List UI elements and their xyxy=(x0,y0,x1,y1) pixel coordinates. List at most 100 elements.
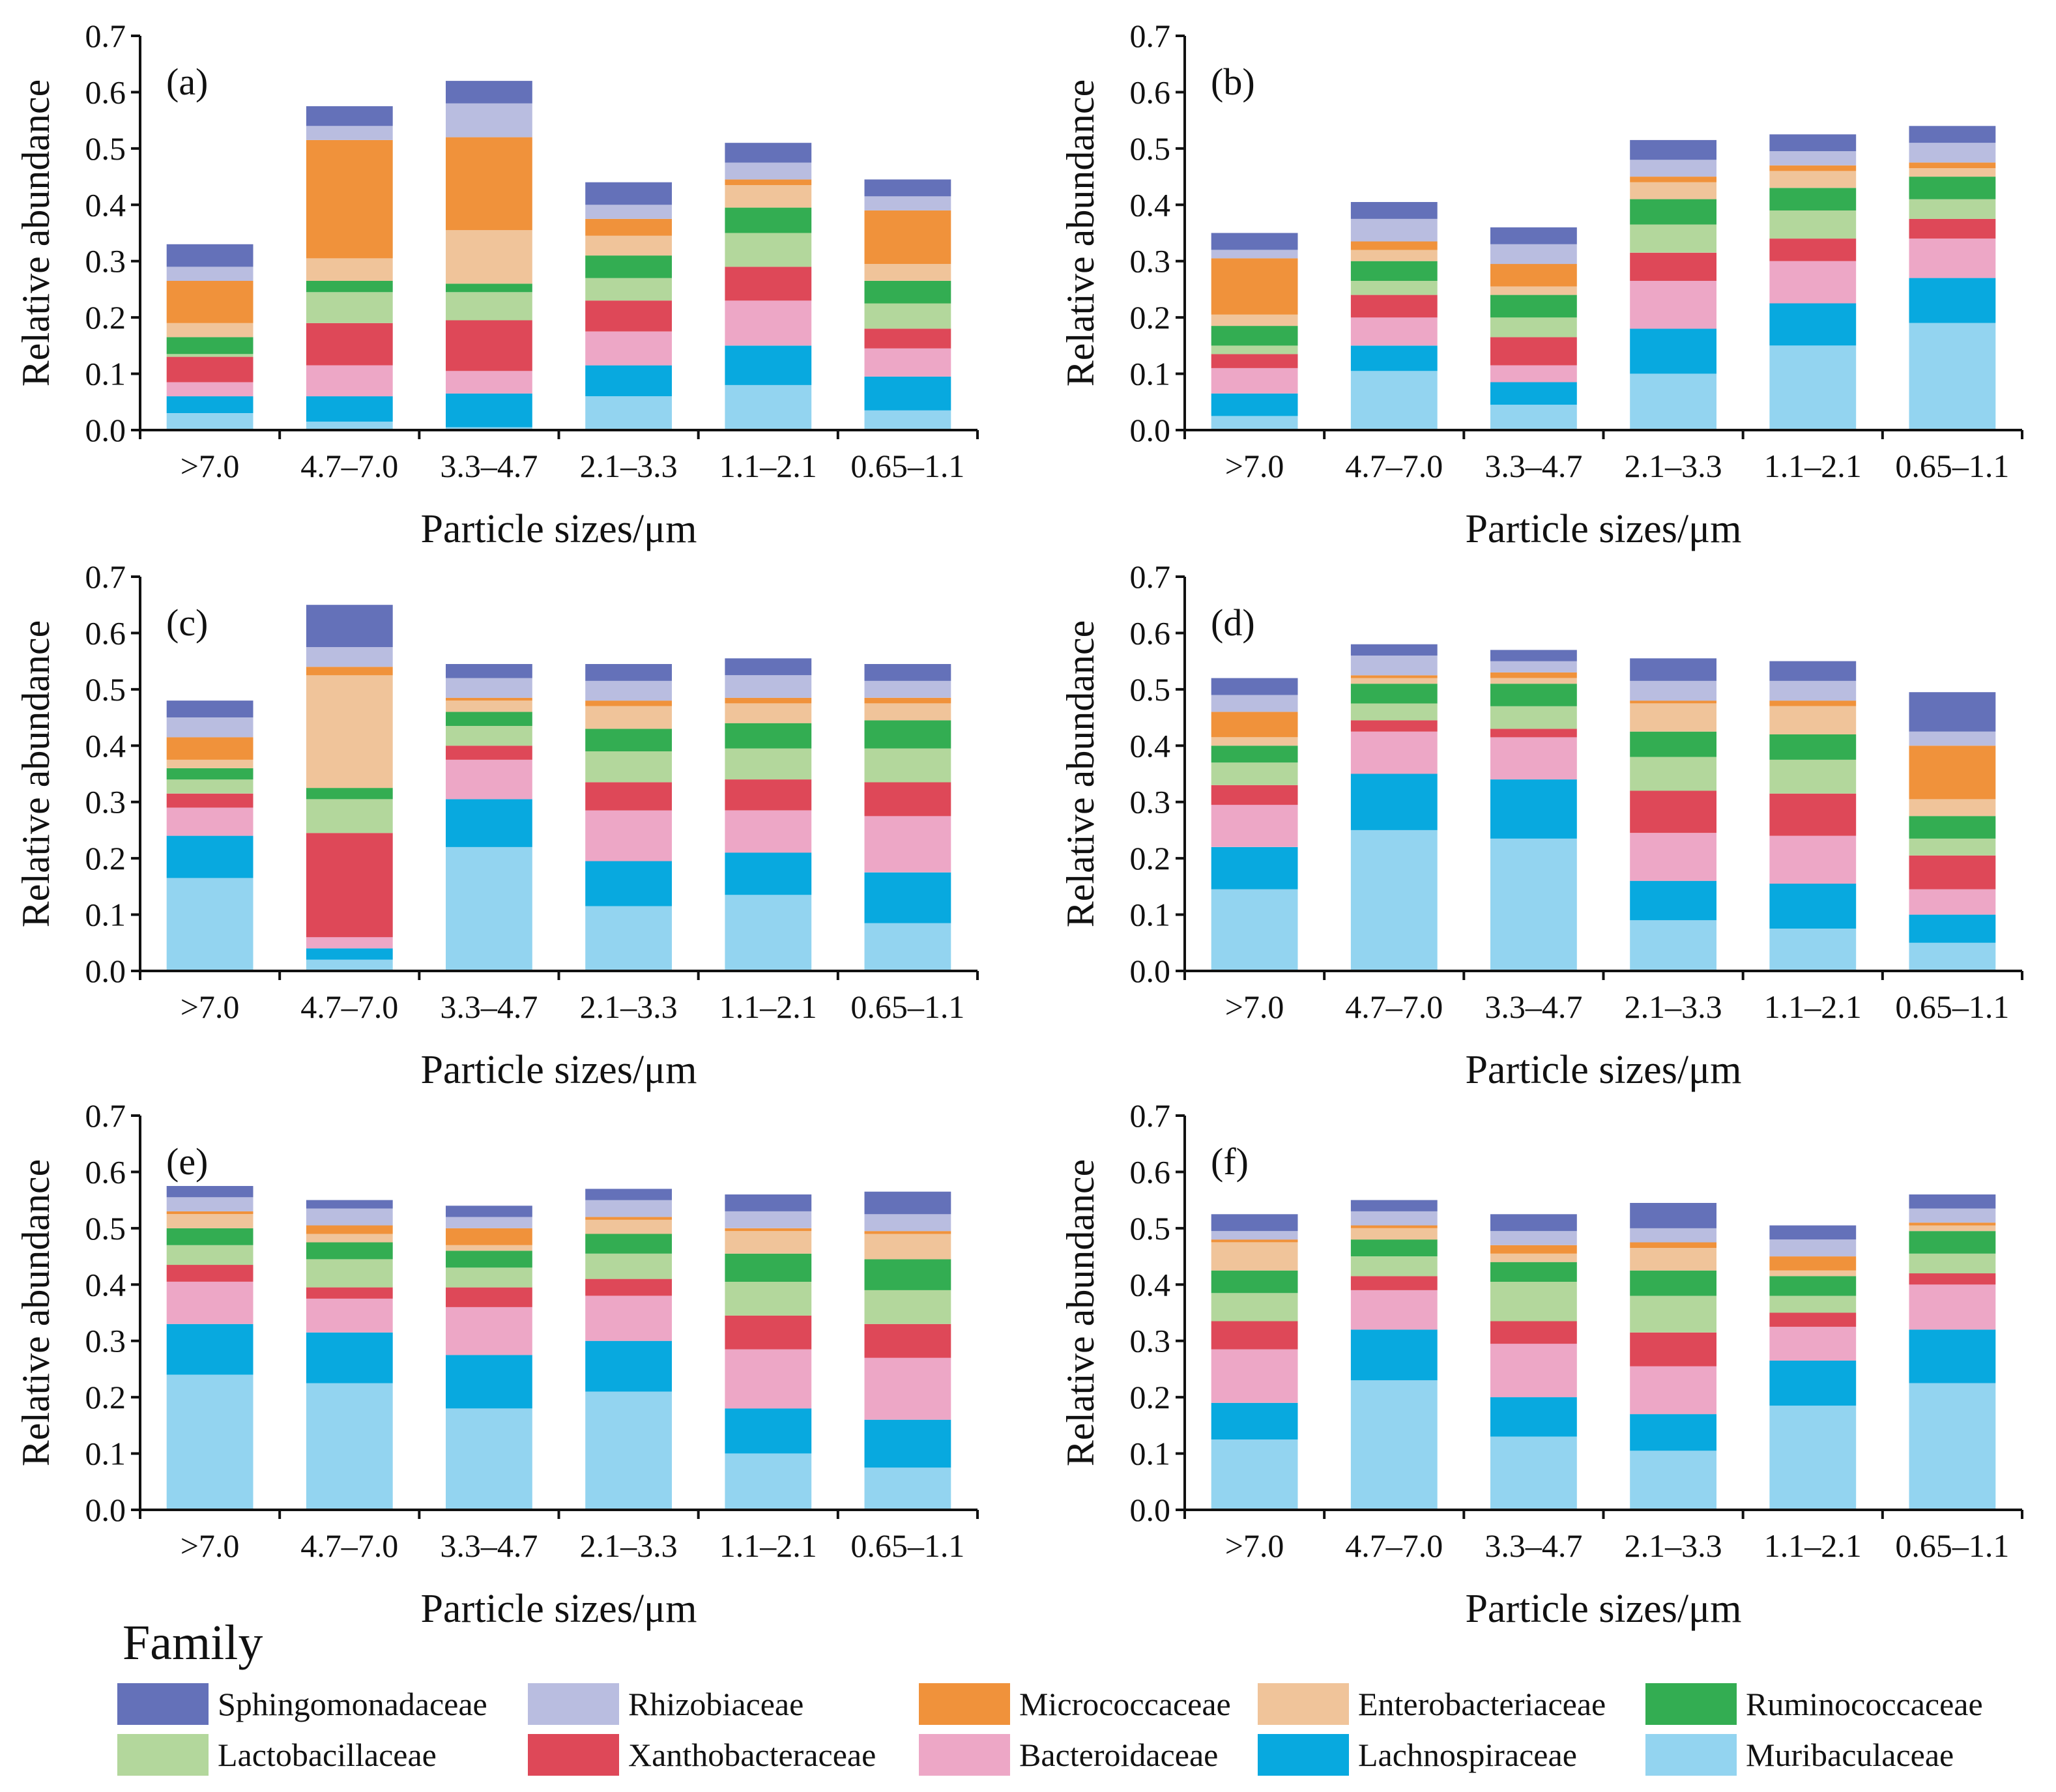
bar-segment-micrococcaceae-3 xyxy=(446,1228,532,1245)
bar-segment-bacteroidaceae-2 xyxy=(1350,1290,1438,1330)
legend-label: Sphingomonadaceae xyxy=(218,1686,487,1722)
bar-segment-xanthobacteraceae-5 xyxy=(1769,793,1857,836)
y-tick-label: 0.6 xyxy=(85,614,126,651)
chart-panel-3: 0.0 0.1 0.2 0.3 0.4 0.5 0.6 0.7 >7.0 4.7–7.0 3.3–4… xyxy=(14,558,979,1092)
bar-segment-ruminococcaceae-3 xyxy=(446,1250,532,1268)
bar-segment-bacteroidaceae-6 xyxy=(864,348,951,377)
bar-segment-rhizobiaceae-4 xyxy=(585,680,672,701)
bar-segment-micrococcaceae-2 xyxy=(306,139,393,259)
bar-segment-bacteroidaceae-4 xyxy=(1630,1366,1716,1415)
x-tick-label: 3.3–4.7 xyxy=(440,448,538,484)
bar-segment-micrococcaceae-3 xyxy=(1490,264,1577,287)
legend-label: Xanthobacteraceae xyxy=(628,1737,876,1773)
bar-segment-rhizobiaceae-6 xyxy=(1909,731,1996,746)
y-tick-label: 0.1 xyxy=(85,356,126,392)
bar-segment-muribaculaceae-2 xyxy=(306,959,393,971)
x-tick-label: 2.1–3.3 xyxy=(580,989,678,1025)
legend-item-micrococcaceae: Micrococcaceae xyxy=(919,1683,1231,1725)
bar-segment-sphingomonadaceae-4 xyxy=(585,182,672,205)
bar-segment-lactobacillaceae-1 xyxy=(1211,762,1298,785)
bar-segment-lachnospiraceae-5 xyxy=(1769,1361,1857,1406)
bar-segment-rhizobiaceae-2 xyxy=(1350,1211,1438,1226)
bar-segment-rhizobiaceae-3 xyxy=(446,678,532,698)
bar-segment-sphingomonadaceae-4 xyxy=(1630,658,1716,681)
bar-segment-micrococcaceae-1 xyxy=(1211,712,1298,738)
y-tick-label: 0.0 xyxy=(85,953,126,989)
legend-label: Bacteroidaceae xyxy=(1019,1737,1219,1773)
bar-segment-lactobacillaceae-2 xyxy=(306,292,393,323)
bar-segment-bacteroidaceae-1 xyxy=(1211,1349,1298,1403)
bar-segment-bacteroidaceae-6 xyxy=(1909,1284,1996,1330)
bar-segment-enterobacteriaceae-2 xyxy=(1350,678,1438,684)
y-tick-label: 0.0 xyxy=(85,412,126,448)
bar-segment-micrococcaceae-2 xyxy=(1350,241,1438,250)
bar-segment-micrococcaceae-1 xyxy=(166,737,253,760)
bar-segment-ruminococcaceae-1 xyxy=(166,768,253,780)
bar-segment-lactobacillaceae-5 xyxy=(1769,210,1857,239)
y-tick-label: 0.1 xyxy=(85,897,126,933)
legend-swatch xyxy=(919,1734,1010,1776)
bar-segment-muribaculaceae-6 xyxy=(864,1467,951,1510)
bar-segment-lachnospiraceae-1 xyxy=(166,396,253,413)
bar-segment-bacteroidaceae-2 xyxy=(1350,731,1438,774)
bar-segment-ruminococcaceae-6 xyxy=(1909,177,1996,199)
y-tick-label: 0.4 xyxy=(1130,727,1171,764)
y-axis-title: Relative abundance xyxy=(14,620,57,927)
bar-segment-micrococcaceae-6 xyxy=(1909,745,1996,800)
bar-segment-lactobacillaceae-3 xyxy=(1490,1282,1577,1322)
bar-segment-micrococcaceae-6 xyxy=(864,210,951,264)
bar-segment-micrococcaceae-5 xyxy=(1769,1256,1857,1271)
bar-segment-ruminococcaceae-5 xyxy=(725,723,812,749)
x-tick-label: 0.65–1.1 xyxy=(1895,1527,2009,1564)
bar-segment-lactobacillaceae-5 xyxy=(725,748,812,780)
bar-segment-lachnospiraceae-6 xyxy=(864,376,951,411)
bar-segment-micrococcaceae-3 xyxy=(1490,1245,1577,1254)
bar-segment-lactobacillaceae-4 xyxy=(1630,1295,1716,1333)
bar-segment-sphingomonadaceae-2 xyxy=(1350,202,1438,219)
chart-panel-5: 0.0 0.1 0.2 0.3 0.4 0.5 0.6 0.7 >7.0 4.7–7.0 3.3–4… xyxy=(14,1097,979,1631)
bar-segment-muribaculaceae-5 xyxy=(1769,345,1857,430)
bar-segment-bacteroidaceae-5 xyxy=(725,1349,812,1409)
bar-segment-muribaculaceae-3 xyxy=(446,1408,532,1510)
bar-segment-lachnospiraceae-5 xyxy=(725,1408,812,1454)
bar-segment-xanthobacteraceae-1 xyxy=(166,356,253,383)
bar-segment-rhizobiaceae-4 xyxy=(1630,160,1716,177)
bar-segment-ruminococcaceae-5 xyxy=(1769,1276,1857,1296)
x-axis-title: Particle sizes/μm xyxy=(1465,1587,1741,1631)
bar-segment-ruminococcaceae-3 xyxy=(1490,684,1577,706)
y-tick-label: 0.5 xyxy=(85,130,126,167)
bar-segment-rhizobiaceae-6 xyxy=(864,680,951,698)
bar-segment-lachnospiraceae-1 xyxy=(1211,1402,1298,1439)
bar-segment-sphingomonadaceae-5 xyxy=(1769,1225,1857,1240)
bar-segment-enterobacteriaceae-5 xyxy=(1769,1270,1857,1277)
bar-segment-lactobacillaceae-6 xyxy=(864,303,951,329)
bar-segment-rhizobiaceae-1 xyxy=(166,267,253,281)
bar-segment-ruminococcaceae-6 xyxy=(1909,816,1996,839)
bar-segment-muribaculaceae-1 xyxy=(1211,416,1298,430)
y-tick-label: 0.0 xyxy=(1130,953,1171,989)
bar-segment-micrococcaceae-5 xyxy=(725,179,812,185)
bar-segment-lachnospiraceae-3 xyxy=(446,799,532,847)
bar-segment-bacteroidaceae-1 xyxy=(1211,368,1298,394)
bar-segment-ruminococcaceae-6 xyxy=(864,1259,951,1290)
bar-segment-ruminococcaceae-1 xyxy=(1211,326,1298,346)
y-axis-title: Relative abundance xyxy=(14,1159,57,1466)
bar-segment-lactobacillaceae-5 xyxy=(725,233,812,267)
y-tick-label: 0.7 xyxy=(1130,1097,1171,1134)
x-tick-label: 2.1–3.3 xyxy=(1625,1527,1722,1564)
bar-segment-xanthobacteraceae-3 xyxy=(1490,729,1577,738)
legend-item-lactobacillaceae: Lactobacillaceae xyxy=(117,1734,437,1776)
x-tick-label: 0.65–1.1 xyxy=(850,1527,964,1564)
bar-segment-lactobacillaceae-1 xyxy=(1211,345,1298,354)
bar-segment-rhizobiaceae-2 xyxy=(1350,656,1438,676)
bar-segment-micrococcaceae-1 xyxy=(1211,1239,1298,1243)
bar-segment-ruminococcaceae-2 xyxy=(1350,1239,1438,1256)
bar-segment-xanthobacteraceae-4 xyxy=(585,782,672,811)
bar-segment-muribaculaceae-2 xyxy=(1350,371,1438,431)
bar-segment-enterobacteriaceae-3 xyxy=(446,1245,532,1251)
x-tick-label: 2.1–3.3 xyxy=(580,1527,678,1564)
x-tick-label: 1.1–2.1 xyxy=(1764,1527,1862,1564)
bar-segment-rhizobiaceae-3 xyxy=(446,1217,532,1228)
x-tick-label: 4.7–7.0 xyxy=(300,448,398,484)
bar-segment-enterobacteriaceae-4 xyxy=(1630,1248,1716,1271)
